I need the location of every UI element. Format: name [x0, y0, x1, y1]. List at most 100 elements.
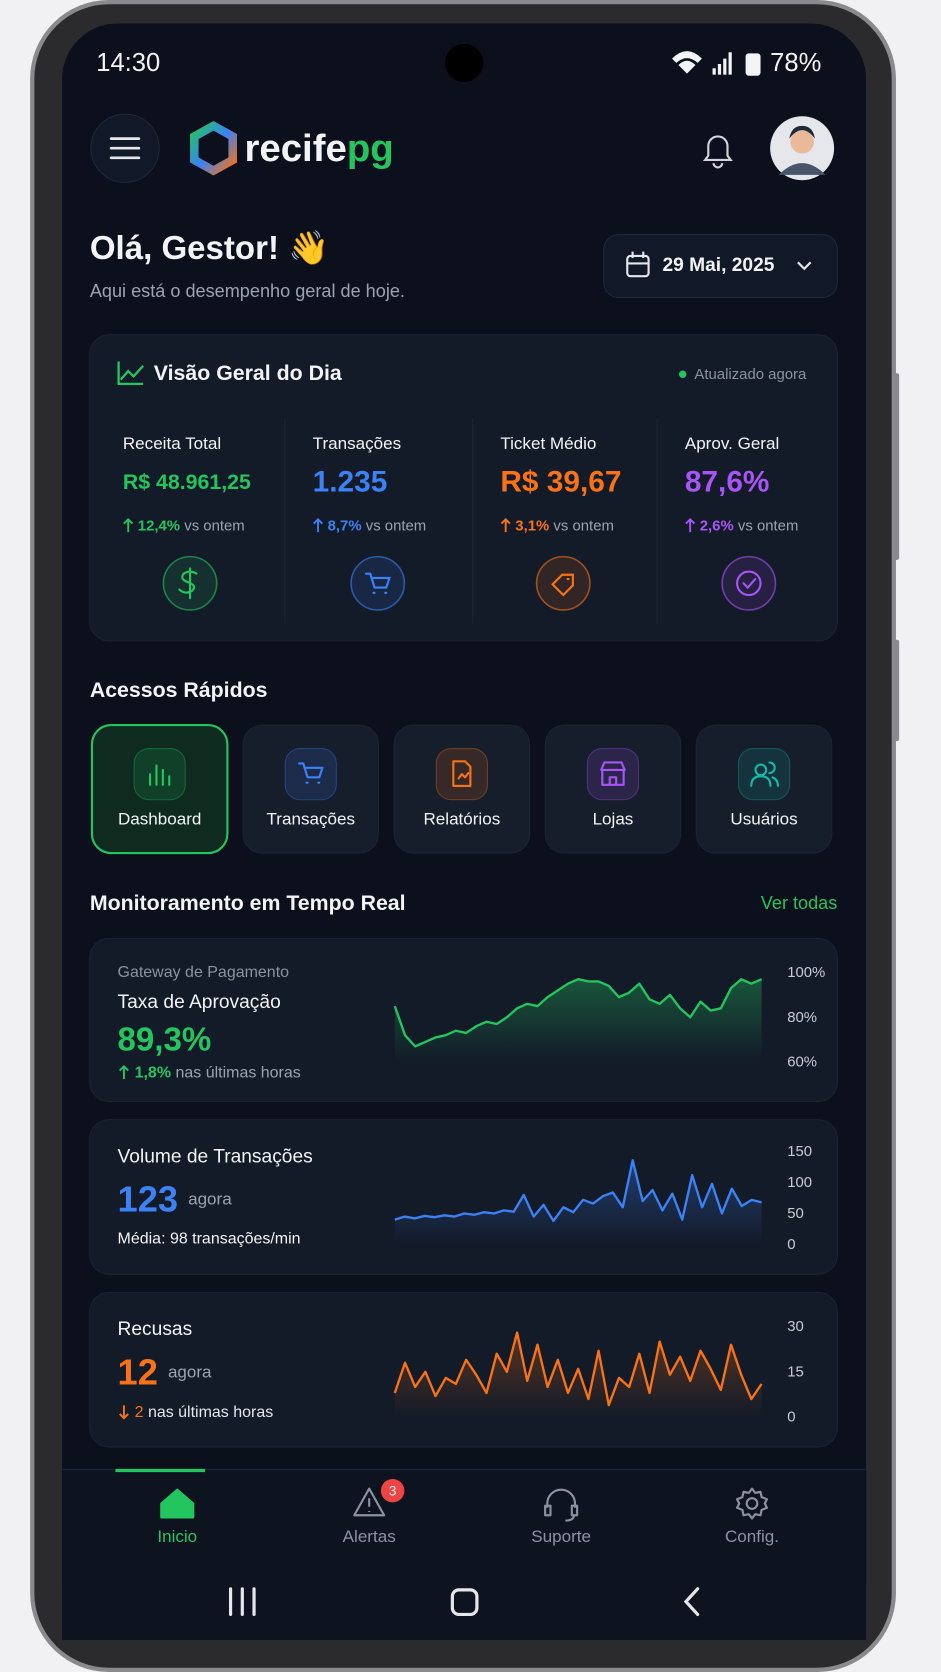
quick-glyph: [297, 762, 324, 784]
value-number: 89,3%: [118, 1021, 212, 1058]
nav-icon[interactable]: [353, 1487, 386, 1517]
sparkline: [393, 1331, 763, 1407]
card-label: Receita Total: [123, 434, 221, 453]
overview-status: Atualizado agora: [694, 366, 807, 383]
change-value: 3,1%: [515, 517, 549, 534]
change-value: 1,8%: [135, 1064, 171, 1081]
quick-glyph: [750, 761, 779, 787]
y-tick-label: 0: [787, 1409, 795, 1426]
quick-glyph: [600, 761, 626, 786]
nav-icon[interactable]: [736, 1487, 769, 1520]
side-button: [893, 373, 900, 560]
sparkline: [393, 978, 763, 1048]
arrow-icon: [123, 517, 134, 533]
quick-tile[interactable]: [242, 724, 380, 854]
arrow-icon: [500, 517, 511, 533]
y-tick-label: 15: [787, 1363, 804, 1380]
change-note: nas últimas horas: [148, 1403, 273, 1420]
status-icons: [672, 51, 761, 76]
quick-title: Acessos Rápidos: [90, 678, 268, 702]
card-glyph: [364, 572, 391, 594]
sparkline-area: [394, 1160, 762, 1245]
live-dot: [678, 370, 687, 379]
arrow-icon: [118, 1064, 129, 1080]
quick-tile[interactable]: [90, 724, 229, 855]
y-tick-label: 0: [787, 1236, 795, 1253]
greeting-subtitle: Aqui está o desempenho geral de hoje.: [90, 281, 405, 301]
nav-icon[interactable]: [160, 1488, 195, 1519]
change-suffix: vs ontem: [553, 517, 613, 534]
calendar-icon: [626, 251, 650, 278]
panel-value: 123 agora: [118, 1178, 233, 1219]
greeting-title: Olá, Gestor! 👋: [90, 230, 329, 268]
nav-label[interactable]: Config.: [725, 1527, 779, 1546]
card-value: 87,6%: [685, 465, 770, 498]
y-tick-label: 150: [787, 1143, 812, 1160]
card-icon: [350, 555, 406, 611]
card-icon: [721, 555, 777, 611]
trend-icon: [117, 361, 145, 386]
quick-tile[interactable]: [695, 724, 833, 854]
card-change: 2,6% vs ontem: [700, 517, 799, 534]
brand-a: recife: [244, 127, 346, 170]
card-value: R$ 48.961,25: [123, 470, 251, 494]
y-tick-label: 100: [787, 1174, 812, 1191]
value-unit: agora: [188, 1189, 232, 1208]
card-glyph: [551, 573, 574, 597]
sparkline-area: [394, 979, 762, 1063]
y-tick-label: 30: [787, 1318, 804, 1335]
nav-icon[interactable]: [544, 1488, 579, 1522]
y-tick-label: 80%: [787, 1009, 817, 1026]
quick-tile[interactable]: [393, 724, 531, 854]
card-glyph: [736, 570, 762, 596]
nav-label[interactable]: Alertas: [343, 1527, 396, 1546]
bell-icon[interactable]: [702, 135, 733, 169]
change-value: 8,7%: [328, 517, 362, 534]
nav-label[interactable]: Suporte: [531, 1527, 591, 1546]
menu-icon: [109, 137, 141, 160]
panel-title: Taxa de Aprovação: [118, 992, 281, 1013]
value-number: 123: [118, 1178, 178, 1219]
panel-value: 12 agora: [118, 1351, 213, 1392]
monitor-title: Monitoramento em Tempo Real: [90, 891, 406, 915]
side-button: [893, 639, 900, 742]
quick-label: Lojas: [593, 809, 634, 828]
arrow-icon: [313, 517, 323, 533]
brand-b: pg: [347, 127, 394, 170]
see-all-link[interactable]: Ver todas: [761, 893, 838, 913]
change-value: 12,4%: [138, 517, 180, 534]
quick-label: Dashboard: [118, 809, 201, 828]
quick-icon-box: [284, 748, 337, 801]
chevron-down: [797, 261, 812, 271]
bottom-nav: [62, 1469, 867, 1641]
card-label: Transações: [313, 434, 401, 453]
panel-value: 89,3%: [118, 1021, 212, 1058]
brand[interactable]: recifepg: [244, 127, 393, 170]
value-number: 12: [118, 1351, 158, 1392]
quick-icon-box: [133, 748, 186, 801]
overview-title: Visão Geral do Dia: [154, 361, 342, 385]
change-suffix: vs ontem: [738, 517, 798, 534]
card-change: 3,1% vs ontem: [515, 517, 614, 534]
y-tick-label: 100%: [787, 964, 825, 981]
card-label: Ticket Médio: [500, 434, 596, 453]
quick-label: Usuários: [730, 809, 797, 828]
nav-label[interactable]: Inicio: [157, 1527, 197, 1546]
quick-label: Transações: [267, 809, 355, 828]
panel-change: 1,8% nas últimas horas: [135, 1064, 301, 1081]
date-picker[interactable]: [603, 234, 838, 299]
alert-badge-count: 3: [389, 1483, 397, 1499]
battery-level: 78%: [770, 49, 821, 77]
card-change: 8,7% vs ontem: [328, 517, 427, 534]
value-unit: agora: [168, 1362, 212, 1381]
card-label: Aprov. Geral: [685, 434, 779, 453]
avatar-body: [778, 163, 826, 175]
panel-title: Volume de Transações: [118, 1146, 313, 1167]
quick-tile[interactable]: [544, 724, 682, 854]
card-change: 12,4% vs ontem: [138, 517, 245, 534]
quick-glyph: [149, 764, 171, 786]
y-tick-label: 50: [787, 1205, 804, 1222]
card-glyph: [178, 567, 198, 600]
